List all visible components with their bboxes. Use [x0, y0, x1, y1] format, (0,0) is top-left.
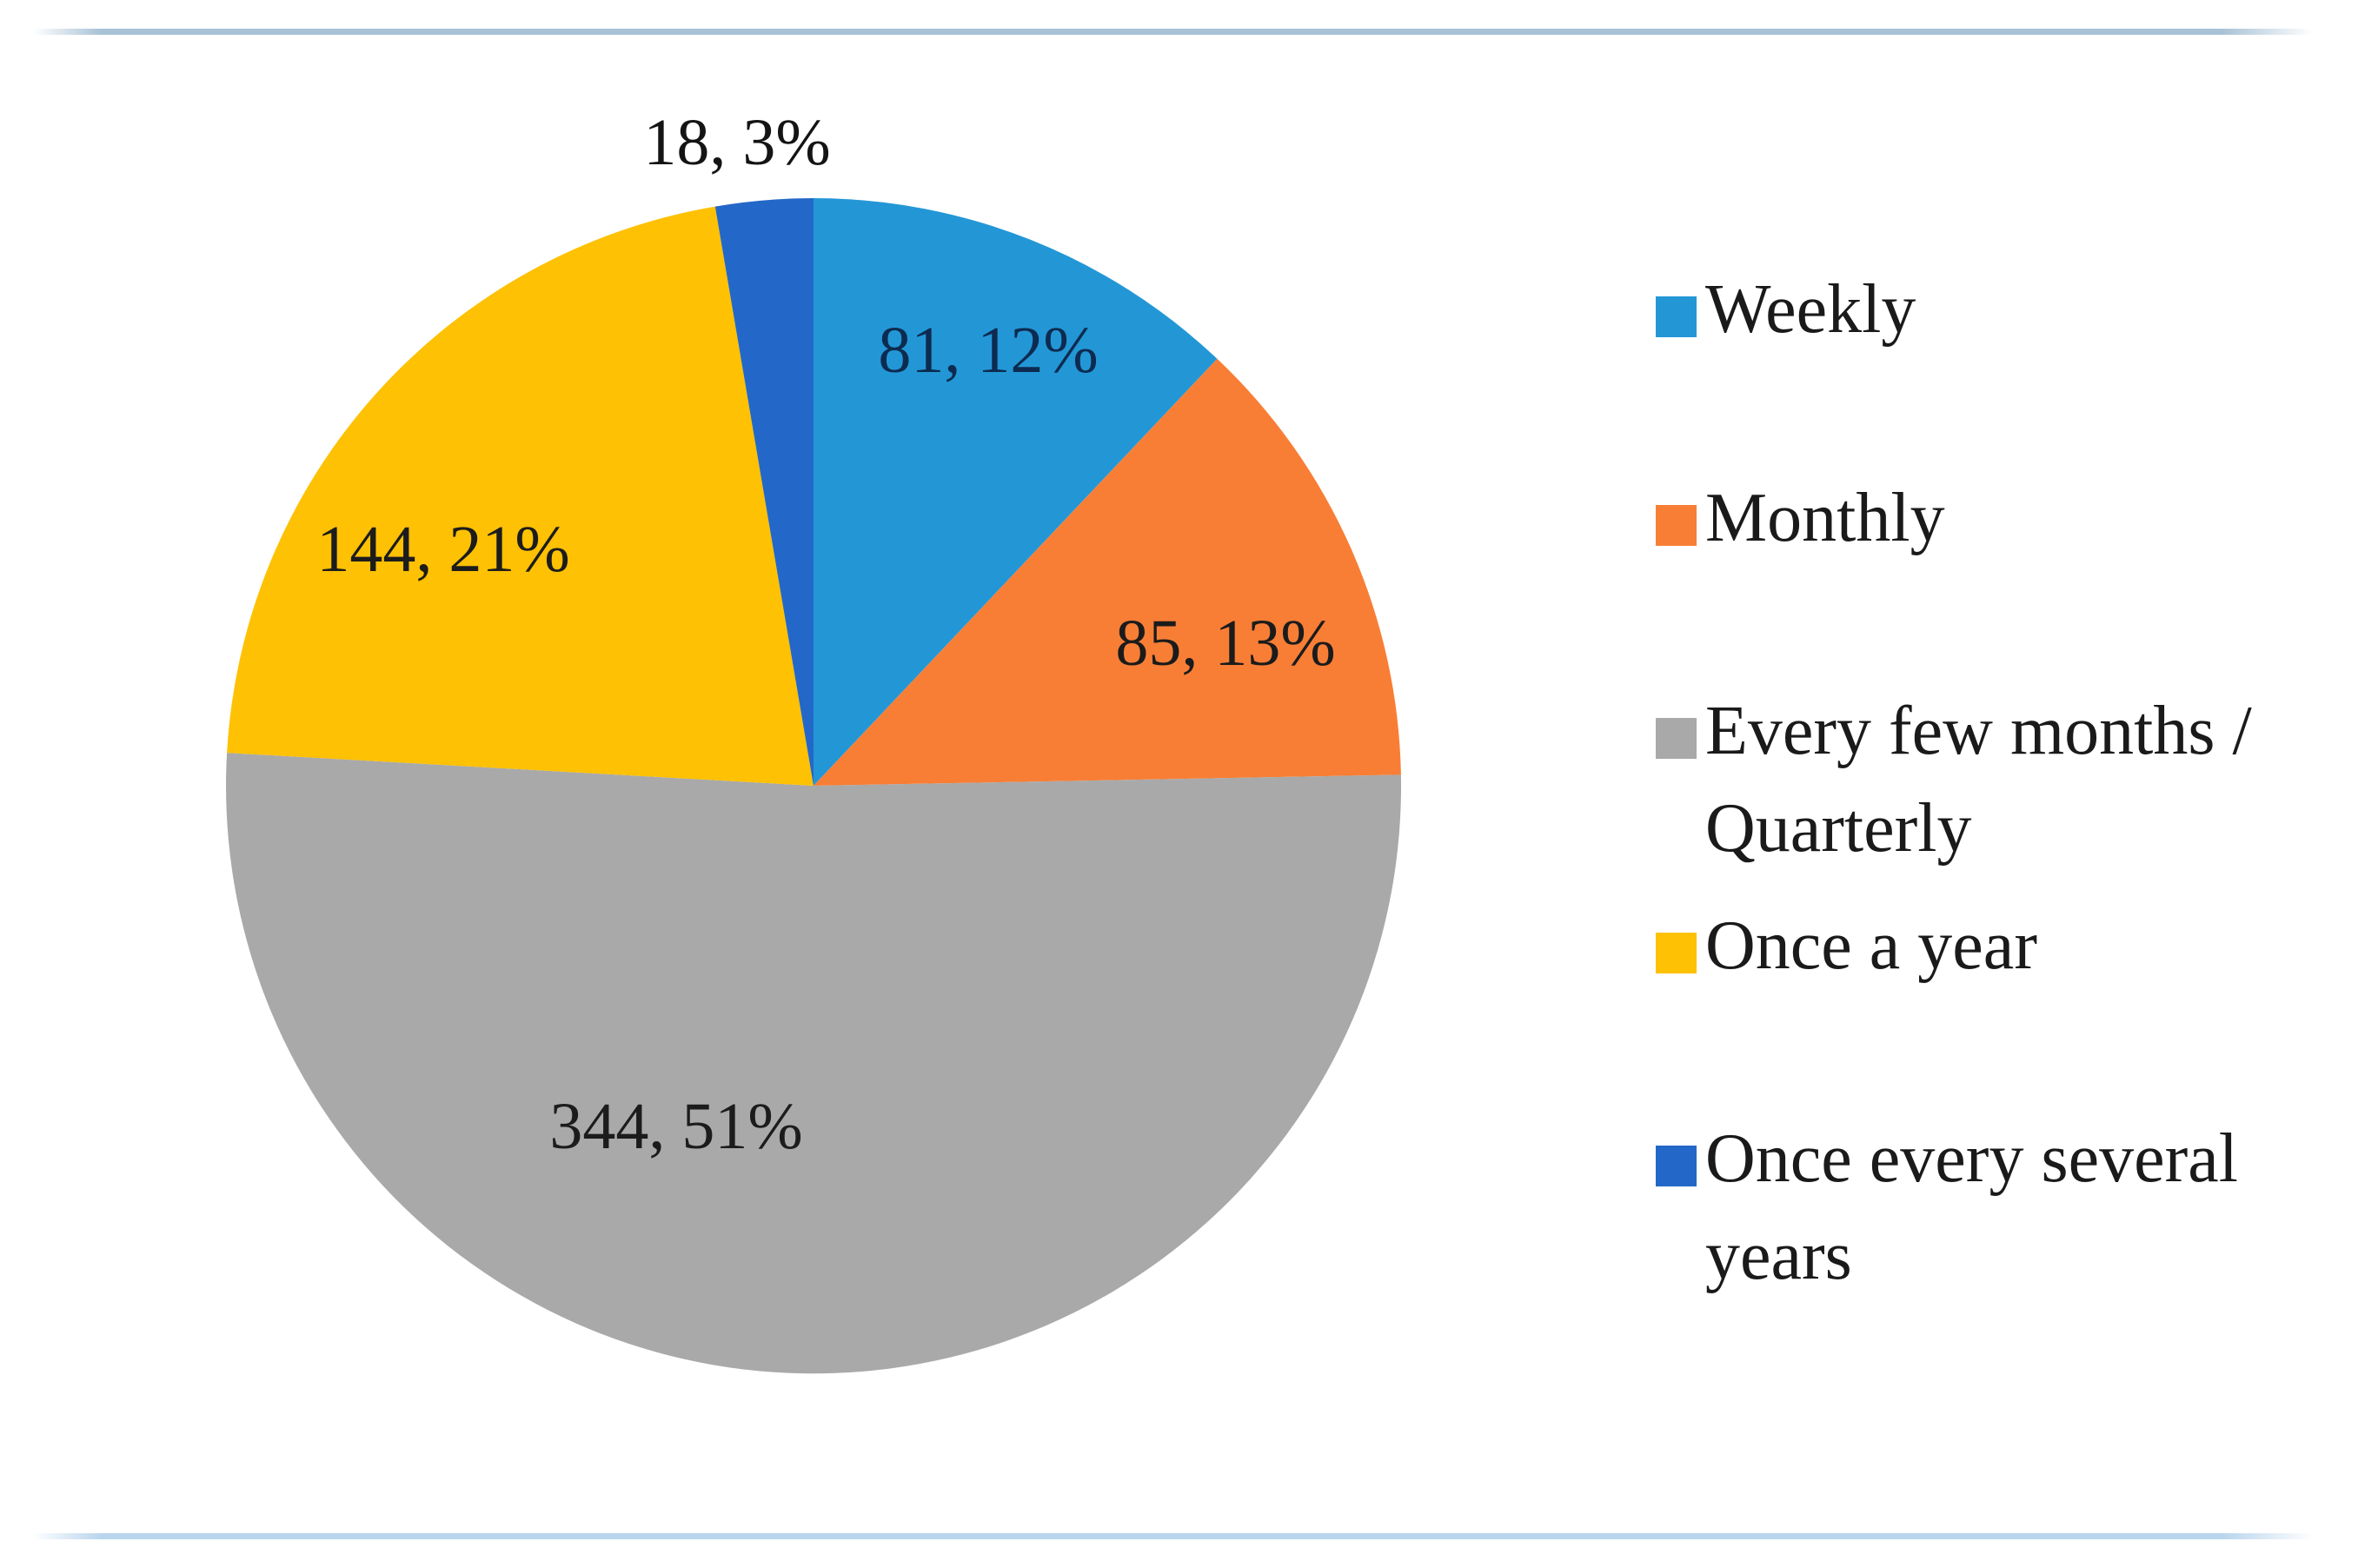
top-divider-line	[33, 29, 2313, 35]
pie-data-label-monthly: 85, 13%	[1115, 607, 1335, 680]
pie-slice-every-few-months-quarterly	[226, 753, 1402, 1374]
pie-data-label-every-few-months-quarterly: 344, 51%	[549, 1090, 802, 1163]
pie-data-label-weekly: 81, 12%	[878, 314, 1098, 387]
pie-slice-once-every-several-years	[714, 198, 814, 786]
pie-slice-weekly	[814, 198, 1218, 786]
pie-slice-monthly	[814, 358, 1401, 786]
pie-slice-once-a-year	[227, 206, 814, 787]
bottom-divider-line	[33, 1533, 2313, 1539]
pie-data-label-once-a-year: 144, 21%	[316, 513, 569, 586]
pie-data-label-once-every-several-years: 18, 3%	[643, 106, 830, 179]
